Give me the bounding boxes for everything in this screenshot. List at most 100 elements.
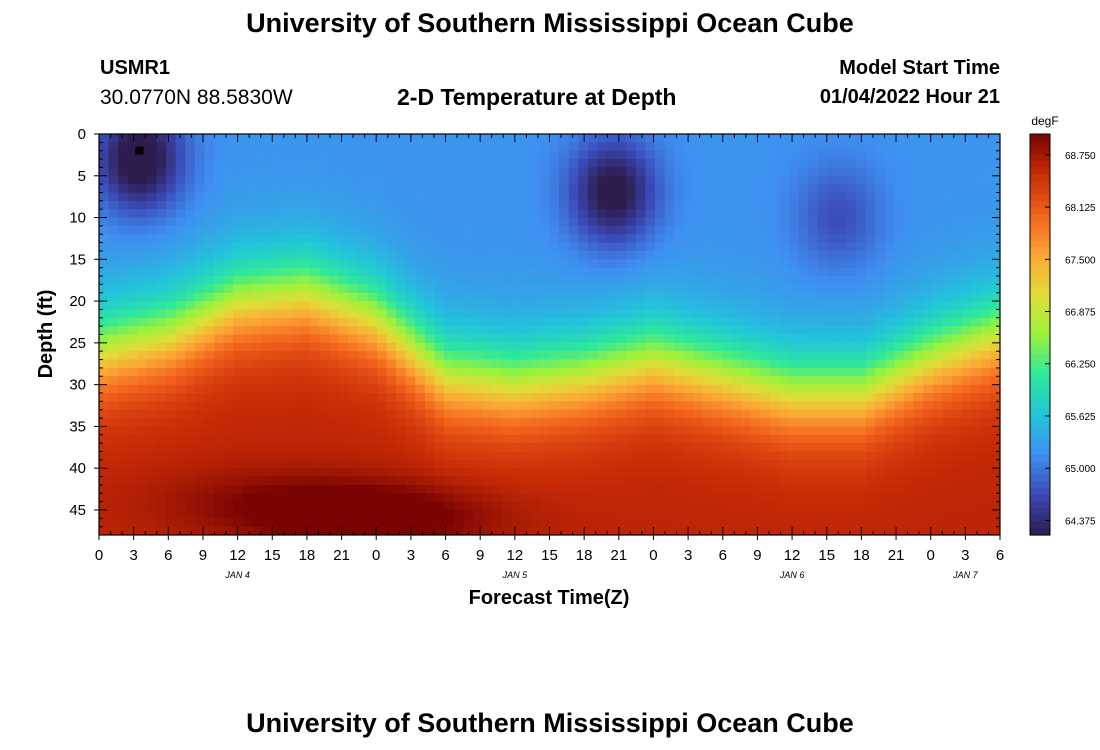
heatmap-cell [166,359,177,369]
heatmap-cell [137,217,148,227]
heatmap-cell [798,134,809,143]
heatmap-cell [185,526,196,535]
heatmap-cell [530,150,541,160]
heatmap-cell [376,159,388,169]
heatmap-cell [645,351,656,361]
heatmap-cell [846,351,857,361]
heatmap-cell [271,501,282,511]
heatmap-cell [434,443,445,453]
heatmap-cell [980,501,992,511]
heatmap-cell [798,142,809,152]
heatmap-cell [415,259,426,269]
heatmap-cell [185,284,196,294]
colorbar-tick-label: 68.750 [1065,151,1096,162]
heatmap-cell [664,468,675,478]
heatmap-cell [654,317,666,327]
heatmap-cell [913,276,924,285]
heatmap-cell [453,250,464,260]
heatmap-cell [837,250,848,260]
heatmap-cell [146,326,158,336]
heatmap-cell [702,367,714,377]
heatmap-cell [357,326,368,336]
heatmap-cell [223,150,234,160]
heatmap-cell [482,234,493,244]
heatmap-cell [453,392,464,402]
heatmap-cell [884,376,896,386]
heatmap-cell [511,259,522,269]
heatmap-cell [444,192,455,202]
heatmap-cell [980,184,992,194]
heatmap-cell [597,518,608,528]
heatmap-cell [242,317,253,327]
heatmap-cell [309,334,321,344]
heatmap-cell [194,443,206,453]
heatmap-cell [233,359,244,369]
heatmap-cell [444,142,455,152]
colorbar-step [1030,214,1050,222]
heatmap-cell [214,468,225,478]
heatmap-cell [261,167,273,177]
heatmap-cell [568,217,579,227]
heatmap-cell [597,234,608,244]
heatmap-cell [405,242,416,252]
heatmap-cell [702,159,714,169]
heatmap-cell [913,234,924,244]
heatmap-cell [827,484,838,494]
heatmap-cell [491,217,503,227]
heatmap-cell [722,175,733,185]
heatmap-cell [396,443,407,453]
heatmap-cell [223,326,234,336]
heatmap-cell [750,451,761,461]
heatmap-cell [971,317,982,327]
heatmap-cell [376,259,388,269]
heatmap-cell [789,301,800,311]
heatmap-cell [204,384,215,394]
heatmap-cell [923,150,934,160]
heatmap-cell [137,459,148,469]
heatmap-cell [875,259,886,269]
heatmap-cell [923,200,934,210]
heatmap-cell [376,192,388,202]
heatmap-cell [626,326,637,336]
heatmap-cell [185,509,196,519]
heatmap-cell [214,292,225,302]
heatmap-cell [856,451,867,461]
heatmap-cell [252,276,263,285]
heatmap-cell [607,142,618,152]
date-label: JAN 5 [502,570,529,580]
heatmap-cell [118,342,129,352]
heatmap-cell [175,192,186,202]
heatmap-cell [635,434,646,444]
heatmap-cell [319,175,330,185]
heatmap-cell [290,225,301,235]
heatmap-cell [607,250,618,260]
heatmap-cell [511,150,522,160]
heatmap-cell [683,317,694,327]
heatmap-cell [693,284,704,294]
heatmap-cell [472,142,484,152]
heatmap-cell [300,468,311,478]
heatmap-cell [386,225,397,235]
heatmap-cell [127,309,138,319]
heatmap-cell [357,175,368,185]
heatmap-cell [376,351,388,361]
heatmap-cell [923,242,934,252]
heatmap-cell [491,200,503,210]
heatmap-cell [549,434,560,444]
heatmap-cell [597,351,608,361]
heatmap-cell [185,484,196,494]
heatmap-cell [329,175,340,185]
heatmap-cell [329,192,340,202]
heatmap-cell [242,409,253,419]
heatmap-cell [664,326,675,336]
heatmap-cell [329,509,340,519]
heatmap-cell [856,259,867,269]
heatmap-cell [616,250,627,260]
heatmap-cell [894,159,905,169]
heatmap-cell [482,367,493,377]
heatmap-cell [214,301,225,311]
heatmap-cell [559,459,570,469]
heatmap-cell [194,292,206,302]
heatmap-cell [817,434,829,444]
heatmap-cell [424,150,436,160]
